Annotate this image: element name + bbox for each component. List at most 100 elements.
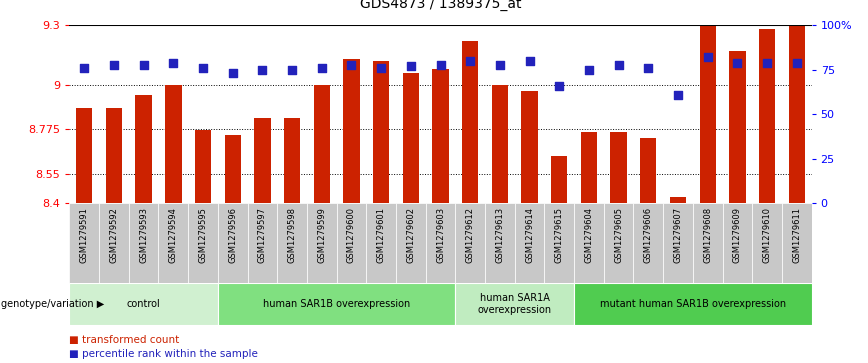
Text: GSM1279605: GSM1279605 <box>615 207 623 263</box>
Text: GSM1279606: GSM1279606 <box>644 207 653 264</box>
Bar <box>485 203 515 283</box>
Bar <box>604 203 634 283</box>
Bar <box>610 132 627 203</box>
Text: human SAR1A
overexpression: human SAR1A overexpression <box>477 293 552 315</box>
Point <box>582 67 596 73</box>
Text: GSM1279615: GSM1279615 <box>555 207 563 263</box>
Point <box>107 62 121 68</box>
Bar <box>544 203 574 283</box>
Bar <box>456 283 574 325</box>
Text: GSM1279592: GSM1279592 <box>109 207 118 263</box>
Bar <box>218 203 247 283</box>
Text: GSM1279607: GSM1279607 <box>674 207 682 264</box>
Text: GSM1279613: GSM1279613 <box>496 207 504 264</box>
Text: ■ percentile rank within the sample: ■ percentile rank within the sample <box>69 349 259 359</box>
Text: GSM1279591: GSM1279591 <box>80 207 89 263</box>
Text: GSM1279596: GSM1279596 <box>228 207 237 263</box>
Point <box>286 67 299 73</box>
Bar <box>343 59 359 203</box>
Bar <box>366 203 396 283</box>
Bar <box>307 203 337 283</box>
Bar <box>218 283 456 325</box>
Text: GSM1279602: GSM1279602 <box>406 207 415 263</box>
Point <box>731 60 745 66</box>
Bar <box>663 203 693 283</box>
Text: control: control <box>127 299 161 309</box>
Bar <box>462 41 478 203</box>
Bar <box>277 203 307 283</box>
Bar <box>491 85 508 203</box>
Point <box>345 62 358 68</box>
Text: GSM1279601: GSM1279601 <box>377 207 385 263</box>
Bar <box>456 203 485 283</box>
Bar <box>135 95 152 203</box>
Bar <box>396 203 425 283</box>
Text: GSM1279604: GSM1279604 <box>584 207 594 263</box>
Text: GSM1279603: GSM1279603 <box>436 207 445 264</box>
Bar <box>254 118 271 203</box>
Bar <box>188 203 218 283</box>
Text: GSM1279595: GSM1279595 <box>199 207 207 263</box>
Point <box>641 65 655 71</box>
Text: GSM1279598: GSM1279598 <box>287 207 297 263</box>
Bar <box>515 203 544 283</box>
Bar <box>574 283 812 325</box>
Bar <box>313 85 330 203</box>
Point <box>493 62 507 68</box>
Point <box>552 83 566 89</box>
Bar <box>522 91 538 203</box>
Bar <box>634 203 663 283</box>
Bar <box>574 203 604 283</box>
Bar <box>722 203 753 283</box>
Point <box>404 64 418 69</box>
Text: GSM1279599: GSM1279599 <box>318 207 326 263</box>
Text: GSM1279597: GSM1279597 <box>258 207 266 263</box>
Bar <box>69 203 99 283</box>
Bar <box>165 85 181 203</box>
Text: GSM1279611: GSM1279611 <box>792 207 801 263</box>
Text: GSM1279600: GSM1279600 <box>347 207 356 263</box>
Point <box>612 62 626 68</box>
Bar <box>759 29 775 203</box>
Bar <box>425 203 456 283</box>
Bar <box>99 203 128 283</box>
Text: GSM1279609: GSM1279609 <box>733 207 742 263</box>
Bar <box>670 197 687 203</box>
Bar <box>729 51 746 203</box>
Text: GSM1279610: GSM1279610 <box>763 207 772 263</box>
Bar <box>194 130 211 203</box>
Point <box>374 65 388 71</box>
Text: human SAR1B overexpression: human SAR1B overexpression <box>263 299 411 309</box>
Bar <box>76 109 93 203</box>
Bar <box>159 203 188 283</box>
Bar <box>128 203 159 283</box>
Bar <box>247 203 277 283</box>
Point <box>196 65 210 71</box>
Point <box>315 65 329 71</box>
Point <box>760 60 774 66</box>
Bar <box>700 25 716 203</box>
Text: GDS4873 / 1389375_at: GDS4873 / 1389375_at <box>359 0 522 11</box>
Bar <box>106 109 122 203</box>
Bar <box>373 61 390 203</box>
Text: ■ transformed count: ■ transformed count <box>69 335 180 345</box>
Point <box>255 67 269 73</box>
Bar <box>403 73 419 203</box>
Point <box>464 58 477 64</box>
Bar <box>225 135 241 203</box>
Text: GSM1279594: GSM1279594 <box>169 207 178 263</box>
Bar <box>337 203 366 283</box>
Point <box>671 92 685 98</box>
Bar <box>284 118 300 203</box>
Point <box>700 54 714 60</box>
Text: GSM1279612: GSM1279612 <box>466 207 475 263</box>
Point <box>137 62 151 68</box>
Text: GSM1279614: GSM1279614 <box>525 207 534 263</box>
Bar <box>581 132 597 203</box>
Bar <box>788 25 805 203</box>
Bar <box>753 203 782 283</box>
Bar <box>640 138 656 203</box>
Bar <box>69 283 218 325</box>
Point <box>226 70 240 76</box>
Text: GSM1279593: GSM1279593 <box>139 207 148 263</box>
